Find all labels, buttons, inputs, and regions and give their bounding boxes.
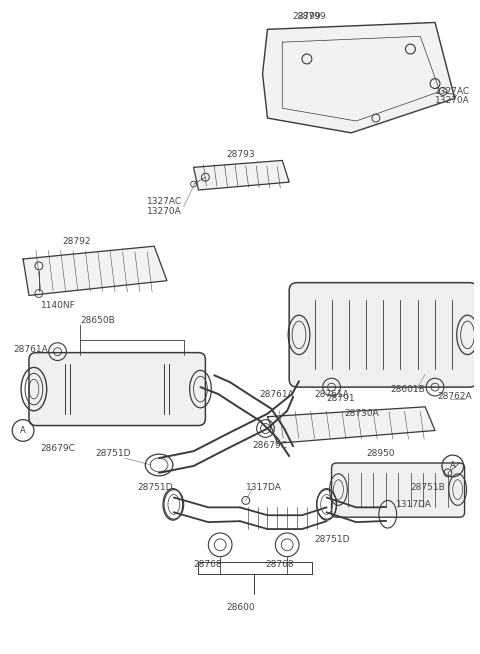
Text: 28792: 28792 (62, 237, 91, 246)
Text: 28601B: 28601B (391, 385, 425, 394)
FancyBboxPatch shape (332, 463, 465, 517)
Text: 28679C: 28679C (41, 443, 76, 453)
Text: A: A (20, 426, 26, 435)
Polygon shape (267, 407, 435, 443)
Polygon shape (193, 160, 289, 190)
Text: 28950: 28950 (366, 449, 395, 458)
Text: 1327AC: 1327AC (147, 198, 182, 206)
Text: 13270A: 13270A (435, 96, 470, 105)
Text: 28768: 28768 (193, 560, 222, 569)
Text: 28799: 28799 (292, 12, 321, 21)
Polygon shape (263, 22, 455, 133)
Text: A: A (450, 462, 456, 470)
Text: 28751D: 28751D (95, 449, 131, 458)
Text: 1317DA: 1317DA (396, 500, 432, 509)
Text: 1327AC: 1327AC (435, 87, 470, 96)
FancyBboxPatch shape (29, 353, 205, 426)
Text: 28751D: 28751D (315, 536, 350, 544)
Text: 28761A: 28761A (315, 390, 349, 398)
FancyBboxPatch shape (289, 283, 478, 387)
Text: 28799: 28799 (297, 12, 325, 21)
Text: 28650B: 28650B (80, 316, 115, 324)
Text: 28791: 28791 (326, 394, 355, 404)
Text: 28768: 28768 (265, 560, 294, 569)
Text: 28751D: 28751D (137, 483, 173, 492)
Text: 1317DA: 1317DA (246, 483, 282, 492)
Text: 28751B: 28751B (410, 483, 445, 492)
Polygon shape (23, 246, 167, 296)
Text: 28793: 28793 (226, 150, 255, 159)
Text: 1140NF: 1140NF (41, 301, 75, 310)
Text: 28730A: 28730A (344, 409, 379, 418)
Text: 28761A: 28761A (260, 390, 294, 398)
Text: 28600: 28600 (226, 604, 255, 612)
Text: 28679C: 28679C (252, 441, 288, 450)
Text: 28761A: 28761A (13, 345, 48, 354)
Text: 13270A: 13270A (147, 207, 182, 216)
Text: 28762A: 28762A (437, 392, 472, 402)
